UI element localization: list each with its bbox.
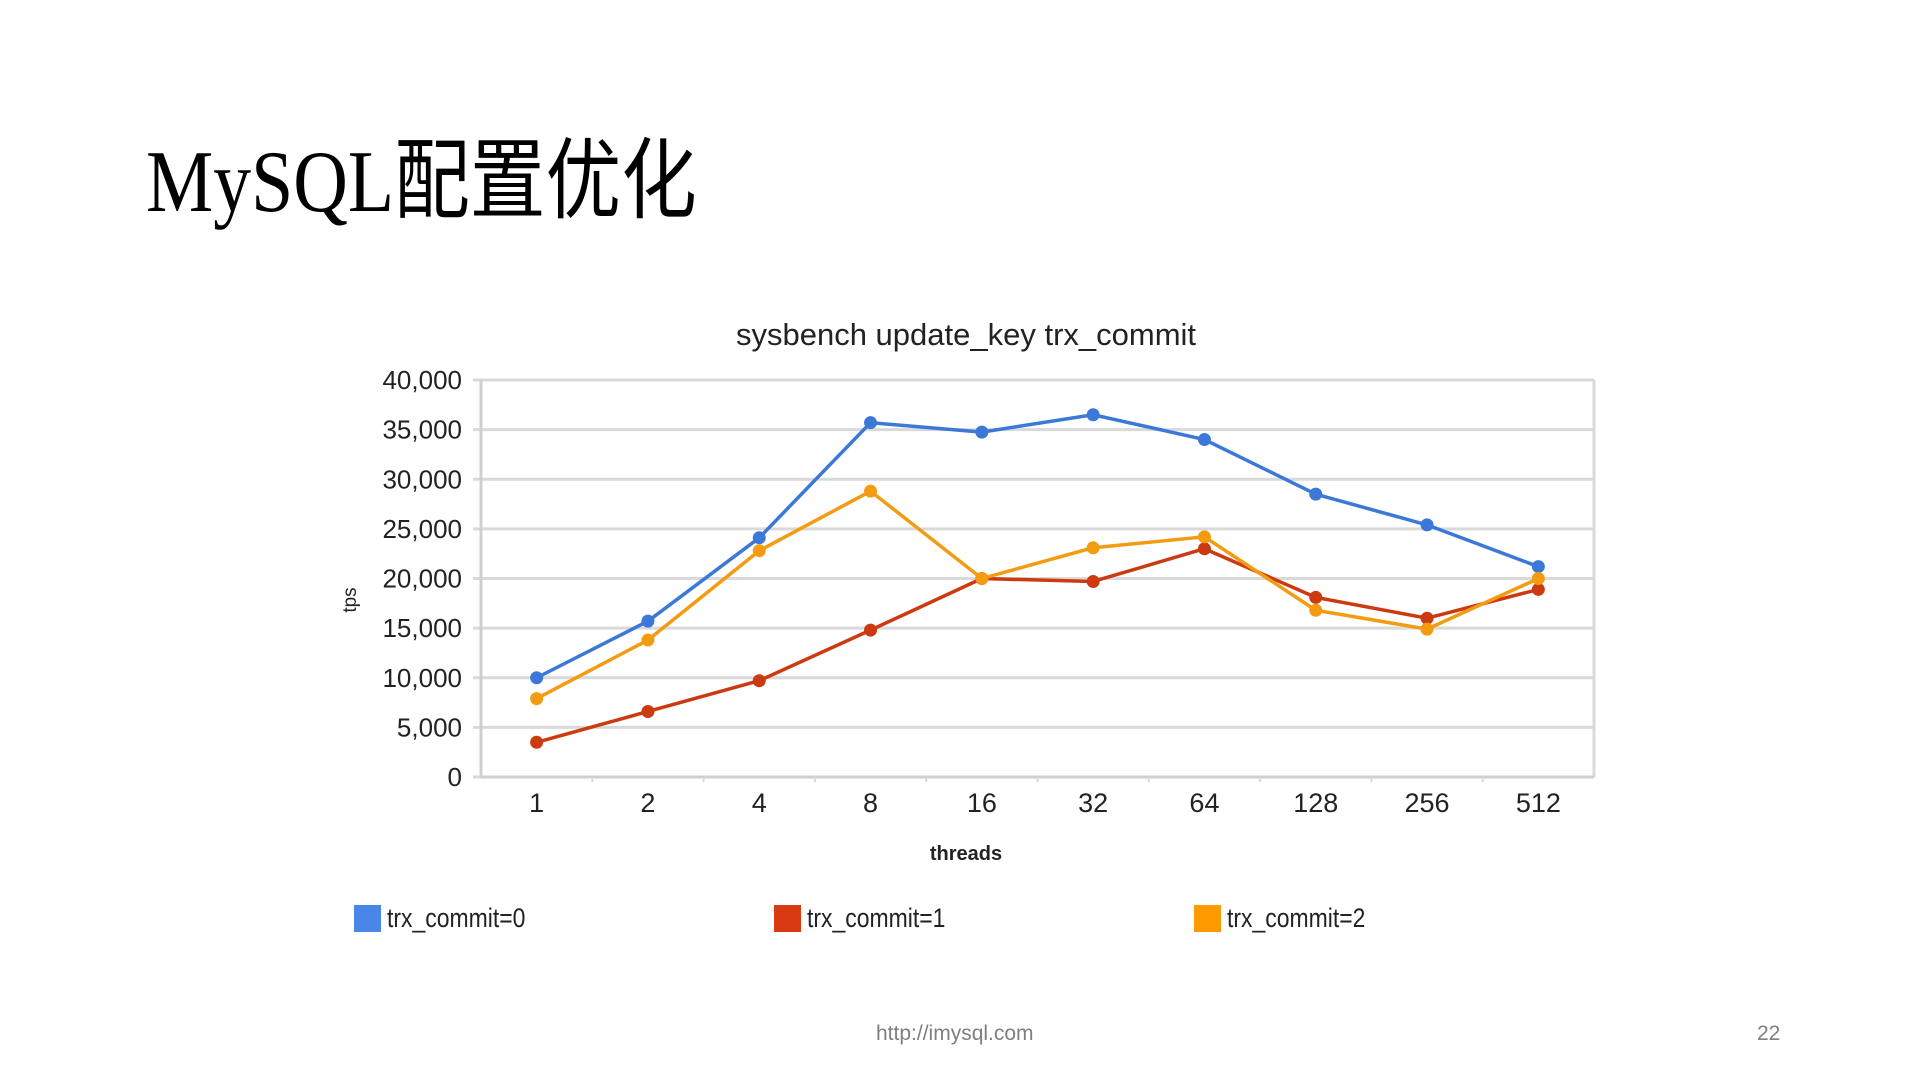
- y-tick-label: 30,000: [382, 464, 462, 494]
- legend-swatch-blue: [354, 904, 381, 932]
- y-axis-label: tps: [340, 587, 361, 612]
- data-point: [1420, 611, 1434, 625]
- data-point: [975, 425, 989, 439]
- slide-title: MySQL配置优化: [146, 134, 697, 231]
- y-tick-label: 20,000: [382, 564, 462, 594]
- x-tick-label: 2: [640, 788, 655, 818]
- data-point: [864, 484, 878, 498]
- data-point: [1531, 582, 1545, 596]
- data-point: [1309, 590, 1323, 604]
- data-point: [1531, 572, 1545, 585]
- data-point: [752, 531, 766, 545]
- data-point: [1531, 560, 1545, 574]
- legend-label: trx_commit=1: [807, 902, 946, 933]
- page-number: 22: [1757, 1022, 1781, 1045]
- series-trx_commit-1: [530, 542, 1545, 749]
- x-tick-label: 64: [1189, 788, 1219, 818]
- data-point: [641, 614, 655, 628]
- y-tick-label: 15,000: [382, 613, 462, 643]
- data-point: [1086, 541, 1100, 555]
- data-point: [1309, 603, 1323, 617]
- y-tick-label: 40,000: [382, 365, 462, 395]
- data-point: [530, 692, 544, 706]
- x-axis-ticks: 1 2 4 8 16 32 64 128 256 512: [529, 788, 1561, 818]
- data-point: [975, 572, 989, 585]
- data-point: [864, 416, 878, 430]
- chart-legend: trx_commit=0 trx_commit=1 trx_commit=2: [0, 902, 1920, 942]
- x-tick-label: 512: [1516, 788, 1561, 818]
- data-point: [1086, 574, 1100, 588]
- data-point: [1197, 530, 1211, 544]
- data-point: [1309, 487, 1323, 501]
- y-axis-ticks: 0 5,000 10,000 15,000 20,000 25,000 30,000 35,0…: [382, 365, 462, 792]
- data-point: [864, 623, 878, 637]
- x-tick-label: 8: [863, 788, 878, 818]
- series-lines: [530, 408, 1545, 749]
- x-tick-label: 128: [1293, 788, 1338, 818]
- data-point: [530, 735, 544, 749]
- x-axis-label: threads: [930, 843, 1002, 865]
- y-tick-label: 5,000: [397, 712, 462, 742]
- y-tick-label: 25,000: [382, 514, 462, 544]
- data-point: [1420, 518, 1434, 532]
- legend-item-trx-commit-0: trx_commit=0: [354, 902, 550, 934]
- data-point: [530, 671, 544, 685]
- gridlines: [473, 378, 1596, 782]
- x-tick-label: 32: [1078, 788, 1108, 818]
- data-point: [752, 544, 766, 558]
- y-tick-label: 35,000: [382, 415, 462, 445]
- legend-swatch-red: [774, 904, 801, 932]
- x-tick-label: 16: [967, 788, 997, 818]
- legend-item-trx-commit-2: trx_commit=2: [1194, 902, 1390, 934]
- legend-label: trx_commit=0: [387, 902, 526, 933]
- legend-label: trx_commit=2: [1227, 902, 1366, 933]
- data-point: [1197, 433, 1211, 447]
- data-point: [1086, 408, 1100, 422]
- y-tick-label: 0: [448, 762, 462, 792]
- data-point: [1420, 622, 1434, 636]
- series-trx_commit-0: [530, 408, 1545, 685]
- data-point: [752, 674, 766, 688]
- x-tick-label: 4: [752, 788, 767, 818]
- data-point: [641, 633, 655, 647]
- legend-swatch-orange: [1194, 904, 1221, 932]
- data-point: [641, 704, 655, 718]
- series-trx_commit-2: [530, 484, 1545, 706]
- data-point: [1197, 542, 1211, 556]
- legend-item-trx-commit-1: trx_commit=1: [774, 902, 970, 934]
- x-tick-label: 256: [1405, 788, 1450, 818]
- x-tick-label: 1: [529, 788, 544, 818]
- footer-url: http://imysql.com: [876, 1022, 1034, 1045]
- chart-title: sysbench update_key trx_commit: [736, 317, 1196, 352]
- y-tick-label: 10,000: [382, 663, 462, 693]
